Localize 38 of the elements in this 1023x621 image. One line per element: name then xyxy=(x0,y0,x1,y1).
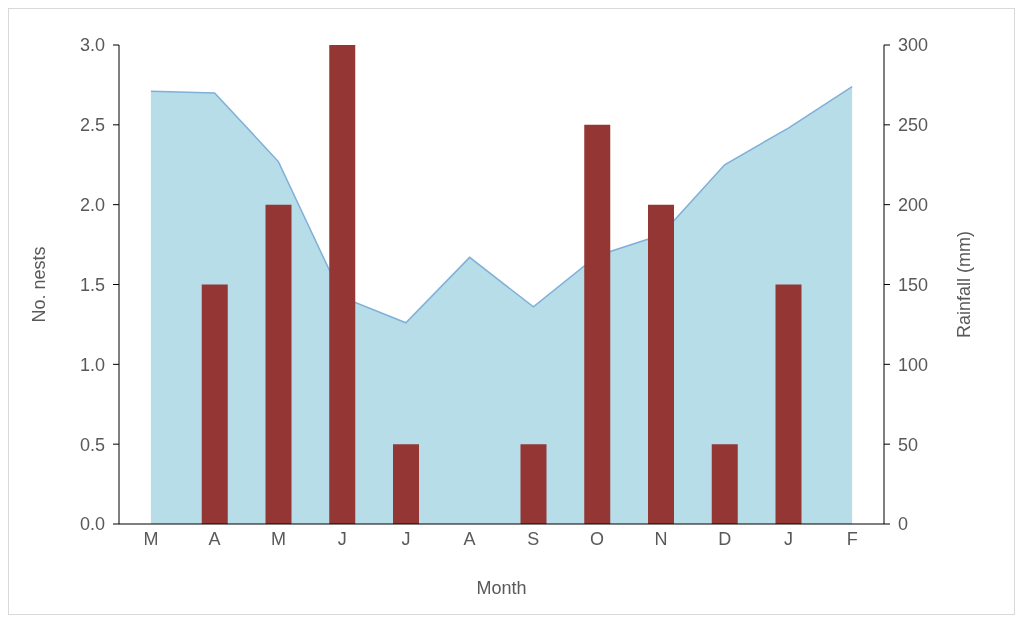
y-tick-label: 2.0 xyxy=(79,195,105,216)
bar xyxy=(775,284,802,524)
y-tick-label: 0.5 xyxy=(79,434,105,455)
bar xyxy=(265,204,292,524)
x-tick-label: J xyxy=(783,528,793,549)
x-tick-label: S xyxy=(527,528,540,549)
bar xyxy=(648,204,674,524)
bar xyxy=(520,444,547,524)
y2-tick-label: 0 xyxy=(898,514,909,535)
x-tick-label: N xyxy=(654,528,668,549)
y2-tick-label: 300 xyxy=(898,35,929,56)
bar xyxy=(711,444,738,524)
x-tick-label: M xyxy=(270,528,286,549)
y2-axis-title: Rainfall (mm) xyxy=(954,230,975,339)
y-tick-label: 1.5 xyxy=(79,274,105,295)
y-tick-label: 1.0 xyxy=(79,354,105,375)
bar xyxy=(584,124,611,524)
x-tick-label: J xyxy=(401,528,411,549)
x-tick-label: M xyxy=(143,528,159,549)
y2-tick-label: 200 xyxy=(898,195,929,216)
bar xyxy=(393,444,419,524)
x-tick-label: F xyxy=(846,528,858,549)
y-tick-label: 2.5 xyxy=(79,115,105,136)
x-tick-label: J xyxy=(337,528,347,549)
x-axis-title: Month xyxy=(476,578,527,598)
y-tick-label: 3.0 xyxy=(79,35,105,56)
y2-tick-label: 50 xyxy=(898,434,919,455)
y2-tick-label: 100 xyxy=(898,354,929,375)
bar xyxy=(329,45,356,524)
y2-tick-label: 250 xyxy=(898,115,929,136)
x-tick-label: D xyxy=(718,528,732,549)
x-tick-label: A xyxy=(463,528,476,549)
y-axis-title: No. nests xyxy=(29,246,50,323)
bar xyxy=(201,284,228,524)
x-tick-label: A xyxy=(208,528,221,549)
x-tick-label: O xyxy=(590,528,605,549)
y-tick-label: 0.0 xyxy=(79,514,105,535)
y2-tick-label: 150 xyxy=(898,274,929,295)
